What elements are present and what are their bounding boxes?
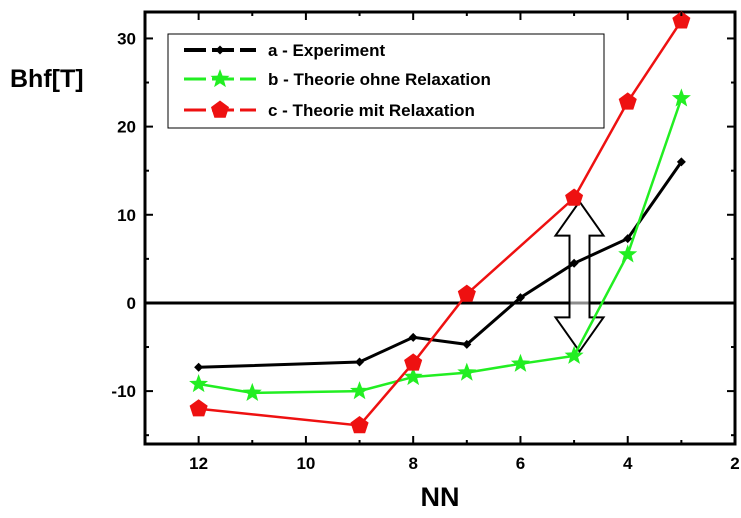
series-1-point xyxy=(569,258,579,268)
series-1-point xyxy=(676,157,686,167)
series-1-point xyxy=(194,362,204,372)
x-tick-label: 4 xyxy=(623,454,633,473)
double-arrow-annotation xyxy=(553,199,606,354)
series-2-point xyxy=(403,367,423,386)
series-3-point xyxy=(350,416,369,434)
legend-label-1: a - Experiment xyxy=(268,41,385,60)
series-2-point xyxy=(671,88,691,107)
x-tick-label: 8 xyxy=(408,454,417,473)
x-tick-label: 2 xyxy=(730,454,739,473)
y-tick-label: 10 xyxy=(117,206,136,225)
series-2-point xyxy=(189,374,209,393)
series-1-point xyxy=(623,234,633,244)
series-3-point xyxy=(672,11,691,29)
series-2-point xyxy=(242,382,262,401)
legend-label-3: c - Theorie mit Relaxation xyxy=(268,101,475,120)
legend-marker-3 xyxy=(211,100,229,118)
series-2-point xyxy=(618,244,638,263)
x-axis-label: NN xyxy=(421,482,460,512)
series-line-1 xyxy=(198,161,683,369)
y-tick-label: -10 xyxy=(111,382,136,401)
series-1-point xyxy=(355,357,365,367)
series-3-point xyxy=(565,188,584,206)
series-3-point xyxy=(404,353,423,371)
series-1-point xyxy=(408,332,418,342)
series-2-point xyxy=(510,353,530,372)
series-3-point xyxy=(457,284,476,302)
series-2-point xyxy=(350,381,370,400)
y-tick-label: 20 xyxy=(117,118,136,137)
y-tick-label: 30 xyxy=(117,29,136,48)
series-2-point xyxy=(457,362,477,381)
x-tick-label: 10 xyxy=(296,454,315,473)
series-1-point xyxy=(462,339,472,349)
series-3-point xyxy=(618,92,637,110)
y-axis-label: Bhf[T] xyxy=(10,65,84,93)
legend-marker-1 xyxy=(215,45,225,55)
legend-label-2: b - Theorie ohne Relaxation xyxy=(268,70,491,89)
series-3-point xyxy=(189,399,208,417)
x-tick-label: 12 xyxy=(189,454,208,473)
series-2-point xyxy=(564,345,584,364)
legend: a - Experiment b - Theorie ohne Relaxatio… xyxy=(167,33,605,129)
x-tick-label: 6 xyxy=(516,454,525,473)
y-tick-label: 0 xyxy=(127,294,136,313)
series-1-point xyxy=(515,293,525,303)
legend-marker-2 xyxy=(210,69,230,88)
